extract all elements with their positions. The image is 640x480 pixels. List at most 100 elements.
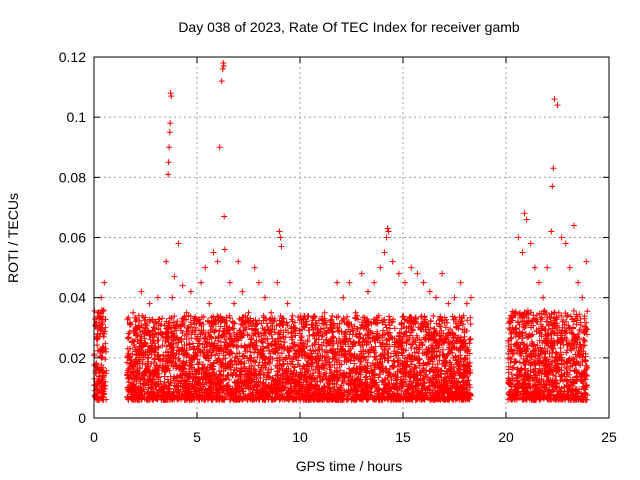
- data-point: [163, 258, 170, 265]
- data-point: [297, 330, 303, 337]
- data-point: [309, 324, 316, 331]
- data-point: [540, 294, 547, 301]
- data-point: [358, 270, 365, 277]
- data-point: [126, 354, 133, 361]
- x-axis-label: GPS time / hours: [296, 458, 403, 474]
- dense-marker-fill: [91, 307, 591, 403]
- data-point: [274, 279, 281, 286]
- data-point: [352, 309, 359, 316]
- data-point: [179, 282, 186, 289]
- x-tick-label: 5: [193, 429, 201, 445]
- x-tick-label: 15: [395, 429, 411, 445]
- dense-markers: [91, 307, 591, 403]
- data-point: [551, 96, 558, 103]
- data-point: [408, 264, 415, 271]
- data-point: [315, 330, 322, 337]
- data-point: [167, 90, 174, 97]
- data-point: [214, 258, 221, 265]
- data-point: [102, 378, 109, 385]
- data-point: [548, 228, 555, 235]
- data-point: [100, 330, 107, 337]
- data-point: [327, 324, 334, 331]
- data-point: [371, 279, 378, 286]
- data-point: [183, 309, 190, 316]
- y-tick-label: 0.02: [59, 350, 86, 366]
- data-point: [150, 324, 157, 331]
- data-point: [575, 279, 582, 286]
- data-point: [284, 300, 291, 307]
- data-point: [221, 213, 228, 220]
- data-point: [277, 234, 284, 241]
- data-point: [206, 300, 213, 307]
- data-point: [268, 309, 275, 316]
- y-tick-label: 0.04: [59, 290, 86, 306]
- data-point: [445, 300, 452, 307]
- data-point: [519, 249, 526, 256]
- data-point: [166, 129, 173, 136]
- data-point: [168, 93, 175, 100]
- data-point: [521, 210, 528, 217]
- data-point: [340, 294, 347, 301]
- data-point: [138, 288, 145, 295]
- data-point: [420, 279, 427, 286]
- data-point: [515, 234, 522, 241]
- grid-lines: [94, 57, 609, 418]
- x-tick-label: 0: [90, 429, 98, 445]
- data-point: [245, 309, 252, 316]
- data-point: [251, 264, 258, 271]
- data-point: [535, 279, 542, 286]
- data-point: [457, 279, 464, 286]
- data-point: [97, 348, 104, 355]
- data-point: [426, 288, 433, 295]
- data-point: [166, 144, 173, 151]
- y-tick-label: 0.06: [59, 230, 86, 246]
- y-tick-label: 0.1: [67, 109, 87, 125]
- data-point: [558, 234, 565, 241]
- y-tick-label: 0: [78, 410, 86, 426]
- y-tick-label: 0.12: [59, 49, 86, 65]
- data-point: [511, 309, 518, 316]
- data-point: [226, 279, 233, 286]
- data-point: [383, 234, 390, 241]
- y-axis-label: ROTI / TECUs: [5, 193, 21, 283]
- data-point: [364, 288, 371, 295]
- data-point: [507, 354, 514, 361]
- x-tick-label: 10: [292, 429, 308, 445]
- data-point: [346, 279, 353, 286]
- data-point: [384, 225, 391, 232]
- data-point: [566, 264, 573, 271]
- data-point: [439, 270, 446, 277]
- data-point: [467, 294, 474, 301]
- data-point: [554, 102, 561, 109]
- data-point: [402, 279, 409, 286]
- data-point: [187, 288, 194, 295]
- data-point: [169, 294, 176, 301]
- data-point: [165, 171, 172, 178]
- data-point: [146, 300, 153, 307]
- data-point: [202, 264, 209, 271]
- data-point: [198, 279, 205, 286]
- data-point: [377, 264, 384, 271]
- data-point: [523, 216, 530, 223]
- data-point: [154, 294, 161, 301]
- data-point: [414, 270, 421, 277]
- data-point: [432, 294, 439, 301]
- data-point: [463, 300, 470, 307]
- data-point: [130, 309, 137, 316]
- data-point: [231, 300, 238, 307]
- data-point: [290, 324, 297, 331]
- data-point: [134, 324, 141, 331]
- axis-ticks: [93, 56, 610, 419]
- data-point: [95, 309, 102, 316]
- data-point: [550, 165, 557, 172]
- data-point: [549, 183, 556, 190]
- data-point: [101, 279, 108, 286]
- data-point: [527, 240, 534, 247]
- data-point: [562, 240, 569, 247]
- data-point: [171, 273, 178, 280]
- data-point: [216, 144, 223, 151]
- y-tick-label: 0.08: [59, 169, 86, 185]
- data-point: [221, 246, 228, 253]
- data-point: [579, 294, 586, 301]
